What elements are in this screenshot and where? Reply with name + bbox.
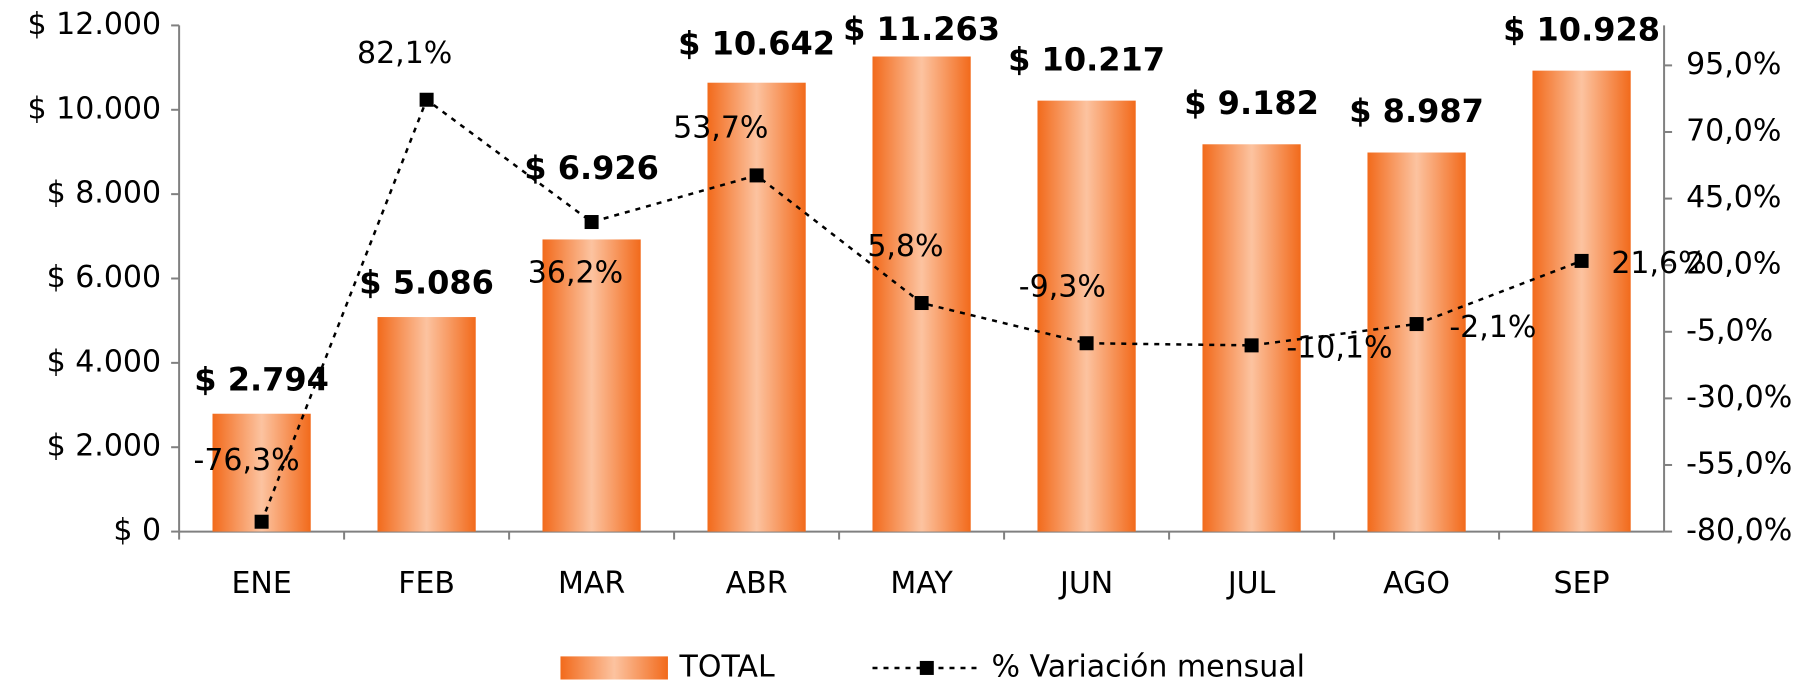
y-tick-label: $ 12.000 [28, 7, 162, 42]
y2-tick-label: 20,0% [1686, 247, 1781, 282]
y2-tick-label: -80,0% [1686, 513, 1792, 548]
line-marker [749, 168, 764, 183]
line-value-label: -2,1% [1449, 310, 1536, 345]
line-value-label: -76,3% [194, 443, 300, 478]
line-marker [584, 215, 599, 230]
y2-tick-label: -5,0% [1686, 313, 1773, 348]
line-marker [1409, 317, 1424, 332]
y2-tick-label: 95,0% [1686, 47, 1781, 82]
x-tick-label: FEB [398, 566, 455, 601]
bar-value-label: $ 6.926 [524, 149, 659, 187]
bar-value-label: $ 2.794 [194, 360, 329, 398]
bar [212, 413, 311, 532]
line-value-label: 21,6% [1611, 246, 1706, 281]
y-tick-label: $ 8.000 [47, 176, 162, 211]
bar [1367, 152, 1466, 532]
y-tick-label: $ 2.000 [47, 429, 162, 464]
line-value-label: 36,2% [528, 256, 623, 291]
bar [377, 317, 476, 532]
line-marker [914, 296, 929, 311]
y2-tick-label: 70,0% [1686, 113, 1781, 148]
bar-value-label: $ 11.263 [843, 10, 1000, 48]
bar-value-label: $ 10.642 [678, 25, 835, 63]
y-tick-label: $ 4.000 [47, 344, 162, 379]
bar-value-label: $ 5.086 [359, 264, 494, 302]
line-value-label: -9,3% [1019, 269, 1106, 304]
x-tick-label: ENE [231, 566, 291, 601]
legend-label: TOTAL [679, 649, 775, 684]
x-tick-label: SEP [1554, 566, 1610, 601]
legend-swatch [560, 656, 668, 680]
x-tick-label: ABR [726, 566, 788, 601]
line-value-label: -10,1% [1286, 330, 1392, 365]
line-marker [419, 92, 434, 107]
bar-value-label: $ 10.217 [1008, 40, 1165, 78]
line-marker [1079, 336, 1094, 351]
bar [1202, 144, 1301, 532]
bar [1532, 70, 1631, 532]
y2-tick-label: 45,0% [1686, 180, 1781, 215]
x-tick-label: MAY [890, 566, 953, 601]
y-tick-label: $ 10.000 [28, 91, 162, 126]
y-tick-label: $ 6.000 [47, 260, 162, 295]
legend-label: % Variación mensual [992, 649, 1305, 684]
bar-value-label: $ 10.928 [1503, 10, 1660, 48]
x-tick-label: MAR [558, 566, 625, 601]
bar-value-label: $ 8.987 [1349, 92, 1484, 130]
bar [872, 56, 971, 532]
line-marker [254, 514, 269, 529]
y-tick-label: $ 0 [113, 513, 161, 548]
x-tick-label: JUN [1058, 566, 1113, 601]
bar [1037, 100, 1136, 532]
line-value-label: 5,8% [867, 229, 943, 264]
x-tick-label: AGO [1383, 566, 1450, 601]
y2-tick-label: -55,0% [1686, 446, 1792, 481]
y2-tick-label: -30,0% [1686, 380, 1792, 415]
bar-value-label: $ 9.182 [1184, 84, 1319, 122]
line-marker [1574, 253, 1589, 268]
line-marker [1244, 338, 1259, 353]
bar [542, 239, 641, 532]
x-tick-label: JUL [1226, 566, 1276, 601]
legend-marker [919, 660, 934, 675]
line-value-label: 53,7% [673, 111, 768, 146]
bar [707, 82, 806, 532]
line-value-label: 82,1% [357, 36, 452, 71]
